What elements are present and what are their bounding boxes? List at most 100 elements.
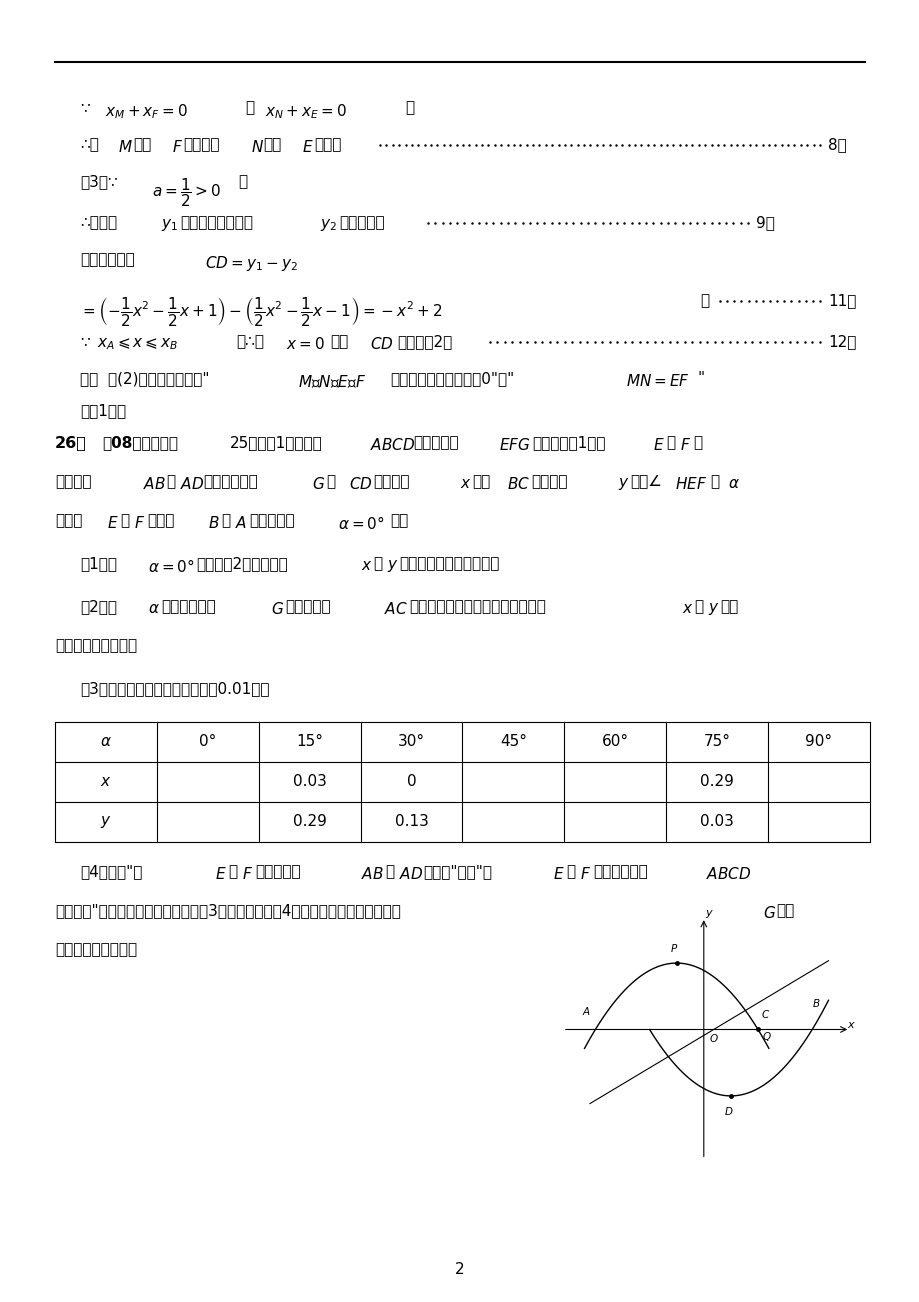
Text: 均得1分。: 均得1分。: [80, 404, 126, 418]
Text: $\alpha=0°$: $\alpha=0°$: [337, 516, 384, 533]
Text: 分别在正方形: 分别在正方形: [593, 865, 647, 879]
Text: 。: 。: [699, 293, 709, 309]
Text: （当点: （当点: [55, 513, 83, 529]
Text: $x$: $x$: [681, 602, 693, 616]
Text: $AC$: $AC$: [383, 602, 407, 617]
Text: （2）当: （2）当: [80, 599, 117, 615]
Text: $AB$: $AB$: [142, 477, 165, 492]
Text: $=\left(-\dfrac{1}{2}x^2-\dfrac{1}{2}x+1\right)-\left(\dfrac{1}{2}x^2-\dfrac{1}{: $=\left(-\dfrac{1}{2}x^2-\dfrac{1}{2}x+1…: [80, 296, 442, 328]
Text: 时，: 时，: [330, 335, 348, 349]
Text: $EFG$: $EFG$: [498, 437, 530, 453]
Text: $CD$: $CD$: [369, 336, 393, 352]
Text: 别在线段: 别在线段: [55, 474, 91, 490]
Text: 30°: 30°: [398, 734, 425, 750]
Text: 说明  第(2)问中，结论写成": 说明 第(2)问中，结论写成": [80, 371, 210, 385]
Text: 上？请说出你的理由，并求出此时: 上？请说出你的理由，并求出此时: [409, 599, 545, 615]
Text: $G$: $G$: [271, 602, 284, 617]
Text: ，: ，: [165, 474, 175, 490]
Text: ∴点: ∴点: [80, 137, 98, 152]
Text: 对称。: 对称。: [313, 137, 341, 152]
Text: 为: 为: [709, 474, 719, 490]
Text: $F$: $F$: [172, 139, 183, 155]
Text: $y_1$: $y_1$: [161, 217, 178, 233]
Text: $y_2$: $y_2$: [320, 217, 336, 233]
Text: $y$: $y$: [704, 909, 713, 921]
Text: $B$: $B$: [208, 516, 220, 531]
Text: ": ": [698, 371, 704, 385]
Text: 的边长都为1，点: 的边长都为1，点: [531, 435, 605, 450]
Text: ，到: ，到: [471, 474, 490, 490]
Text: $\alpha$: $\alpha$: [727, 477, 739, 491]
Text: $AD$: $AD$: [399, 866, 423, 881]
Text: 75°: 75°: [703, 734, 730, 750]
Text: $N$: $N$: [251, 139, 264, 155]
Text: 有最大值2。: 有最大值2。: [397, 335, 452, 349]
Text: $a=\dfrac{1}{2}>0$: $a=\dfrac{1}{2}>0$: [152, 176, 221, 208]
Text: $C$: $C$: [760, 1008, 769, 1019]
Text: 的值: 的值: [720, 599, 737, 615]
Text: 根据题意，得: 根据题意，得: [80, 253, 134, 267]
Text: 分别在线段: 分别在线段: [255, 865, 301, 879]
Text: $x_A\leqslant x\leqslant x_B$: $x_A\leqslant x\leqslant x_B$: [96, 336, 178, 352]
Text: 60°: 60°: [601, 734, 629, 750]
Text: $y$: $y$: [618, 477, 629, 492]
Text: 0.13: 0.13: [394, 815, 428, 829]
Text: 分别与: 分别与: [147, 513, 175, 529]
Text: ，: ，: [693, 599, 702, 615]
Text: ∴抛物线: ∴抛物线: [80, 215, 117, 230]
Text: （3）请你补充完成下表（精确到0.01）：: （3）请你补充完成下表（精确到0.01）：: [80, 681, 269, 697]
Text: 的距离为: 的距离为: [372, 474, 409, 490]
Text: $A$: $A$: [234, 516, 247, 531]
Text: $y$: $y$: [100, 814, 111, 829]
Text: $x_M + x_F = 0$: $x_M + x_F = 0$: [105, 102, 187, 121]
Text: 边上滑动"。当滑动一周时，请使用（3）的结果，在图4中描出部分点后，勾画出点: 边上滑动"。当滑动一周时，请使用（3）的结果，在图4中描出部分点后，勾画出点: [55, 904, 401, 918]
Text: 0.29: 0.29: [292, 815, 326, 829]
Text: $\alpha=0°$: $\alpha=0°$: [148, 559, 195, 575]
Text: 。: 。: [238, 174, 247, 189]
Text: 0°: 0°: [199, 734, 216, 750]
Text: 0.29: 0.29: [699, 775, 733, 789]
Text: 开口向下，抛物线: 开口向下，抛物线: [180, 215, 253, 230]
Text: ，记∠: ，记∠: [630, 474, 661, 490]
Text: $M$，$N$，$E$，$F$: $M$，$N$，$E$，$F$: [298, 372, 366, 389]
Text: 上滑动"改为"点: 上滑动"改为"点: [423, 865, 492, 879]
Text: 所形成的大致图形。: 所形成的大致图形。: [55, 943, 137, 957]
Text: $x_N + x_E = 0$: $x_N + x_E = 0$: [265, 102, 346, 121]
Text: 开口向上。: 开口向上。: [338, 215, 384, 230]
Text: $x$: $x$: [845, 1021, 855, 1030]
Text: （08江西南昌）: （08江西南昌）: [102, 435, 177, 450]
Text: ∵: ∵: [80, 335, 90, 349]
Text: $O$: $O$: [708, 1032, 718, 1044]
Text: 运动: 运动: [775, 904, 793, 918]
Text: $A$: $A$: [581, 1005, 590, 1017]
Text: 与点: 与点: [133, 137, 151, 152]
Text: $D$: $D$: [723, 1105, 733, 1117]
Text: 8分: 8分: [827, 137, 845, 152]
Text: $CD=y_1-y_2$: $CD=y_1-y_2$: [205, 254, 298, 273]
Text: 0.03: 0.03: [292, 775, 326, 789]
Text: 11分: 11分: [827, 293, 856, 309]
Text: $y$: $y$: [387, 559, 398, 574]
Text: 四点横坐标的代数和为0"或": 四点横坐标的代数和为0"或": [390, 371, 514, 385]
Text: ，∴当: ，∴当: [236, 335, 264, 349]
Text: $CD$: $CD$: [348, 477, 372, 492]
Text: $M$: $M$: [118, 139, 132, 155]
Text: $F$: $F$: [242, 866, 253, 881]
Text: $x$: $x$: [100, 775, 111, 789]
Text: $F$: $F$: [579, 866, 590, 881]
Text: $x$: $x$: [360, 559, 372, 573]
Text: （1）当: （1）当: [80, 556, 117, 572]
Text: $B$: $B$: [811, 997, 820, 1009]
Text: 分: 分: [692, 435, 701, 450]
Text: ，: ，: [372, 556, 381, 572]
Text: 12分: 12分: [827, 335, 856, 349]
Text: ，: ，: [565, 865, 574, 879]
Text: $y$: $y$: [708, 602, 719, 617]
Text: $HEF$: $HEF$: [675, 477, 707, 492]
Text: $E$: $E$: [301, 139, 313, 155]
Text: $ABCD$: $ABCD$: [705, 866, 751, 881]
Text: $\alpha$: $\alpha$: [100, 734, 112, 750]
Text: 0.03: 0.03: [699, 815, 733, 829]
Text: $AD$: $AD$: [180, 477, 204, 492]
Text: 26．: 26．: [55, 435, 86, 450]
